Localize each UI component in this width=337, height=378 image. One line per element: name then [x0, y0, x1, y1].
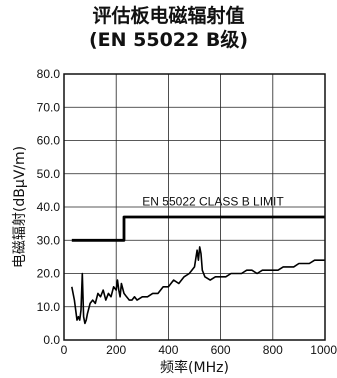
- x-tick-label: 600: [211, 343, 231, 357]
- limit-annotation: EN 55022 CLASS B LIMIT: [142, 194, 284, 208]
- series-group: [71, 215, 325, 325]
- y-tick-label: 10.0: [37, 300, 61, 314]
- y-tick-label: 20.0: [37, 267, 61, 281]
- chart-title-block: 评估板电磁辐射值 (EN 55022 B级): [0, 4, 337, 52]
- y-tick-label: 70.0: [37, 100, 61, 114]
- x-tick-label: 1000: [310, 343, 337, 357]
- x-tick-label: 200: [106, 343, 126, 357]
- limit-line: [71, 215, 325, 242]
- y-tick-label: 50.0: [37, 167, 61, 181]
- y-tick-label: 0.0: [43, 333, 60, 347]
- y-tick-label: 40.0: [37, 200, 61, 214]
- y-axis-label: 电磁辐射(dBμV/m): [12, 146, 28, 268]
- y-tick-label: 80.0: [37, 67, 61, 81]
- x-tick-label: 800: [263, 343, 283, 357]
- chart-title: 评估板电磁辐射值: [92, 5, 245, 27]
- chart-subtitle: (EN 55022 B级): [88, 29, 249, 51]
- y-tick-label: 60.0: [37, 134, 61, 148]
- y-tick-label: 30.0: [37, 233, 61, 247]
- plot-frame: [63, 73, 326, 341]
- tick-labels: 0.0 10.0 20.0 30.0 40.0 50.0 60.0 70.0 80.0 0 200 4…: [37, 67, 337, 357]
- x-tick-label: 400: [158, 343, 178, 357]
- emission-line: [71, 246, 325, 325]
- x-tick-label: 0: [61, 343, 68, 357]
- x-axis-label: 频率(MHz): [160, 359, 229, 376]
